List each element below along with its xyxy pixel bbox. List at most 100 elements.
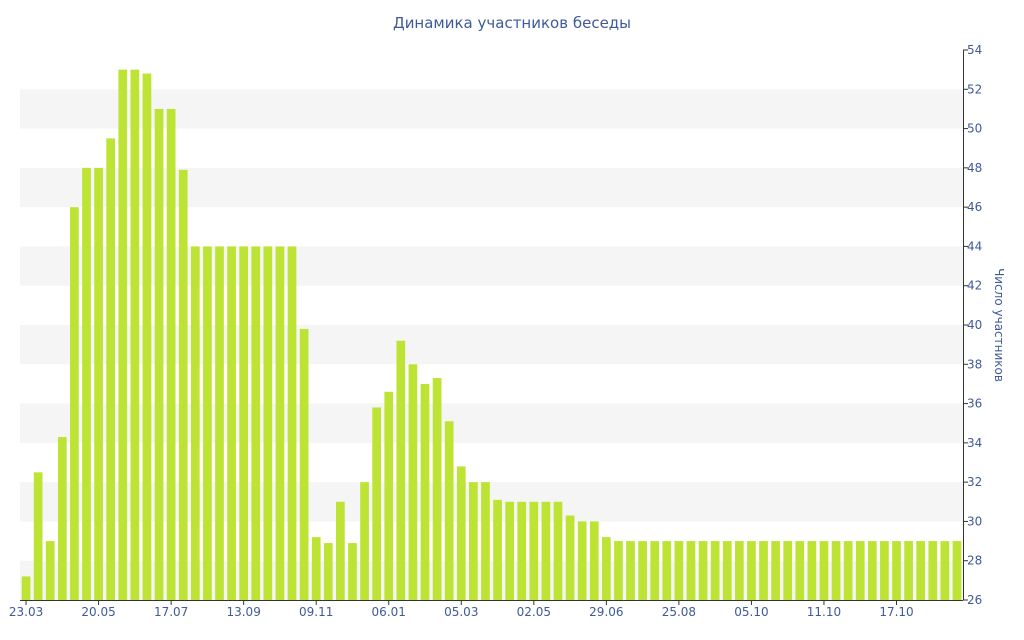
bar — [565, 515, 575, 600]
bar — [722, 541, 732, 600]
bar — [444, 421, 454, 600]
x-axis-ticks: 23.03 20.05 17.07 13.09 09.11 06.01 05.03 02.05… — [9, 600, 914, 619]
y-tick-label: 38 — [967, 357, 982, 371]
bar — [529, 501, 539, 600]
grid-band — [20, 167, 963, 208]
bar — [928, 541, 938, 600]
bar — [21, 576, 31, 600]
bar-series — [21, 69, 962, 601]
bar — [275, 246, 285, 600]
bar — [263, 246, 273, 600]
bar — [795, 541, 805, 600]
bar — [505, 501, 514, 600]
bar — [251, 246, 261, 600]
y-tick-label: 34 — [967, 436, 982, 450]
bar — [698, 541, 708, 600]
bar — [747, 541, 756, 600]
bar — [299, 328, 309, 600]
bar — [940, 541, 950, 600]
y-tick-label: 42 — [967, 279, 982, 293]
bar — [106, 138, 116, 600]
bar — [602, 537, 611, 600]
y-tick-label: 32 — [967, 475, 982, 489]
bar — [178, 169, 188, 601]
y-axis-label: Число участников — [992, 268, 1006, 382]
y-tick-label: 36 — [967, 397, 982, 411]
grid-band — [20, 246, 963, 286]
bar — [384, 391, 394, 600]
bar — [481, 482, 490, 600]
grid-bands — [20, 89, 963, 600]
bar — [626, 541, 635, 600]
grid-band — [20, 403, 963, 443]
bar — [408, 364, 418, 600]
bar — [57, 436, 67, 600]
x-tick-label: 06.01 — [372, 605, 406, 619]
grid-band — [20, 560, 963, 600]
y-tick-label: 48 — [967, 161, 982, 175]
bar — [674, 541, 684, 600]
bar — [819, 541, 829, 600]
y-axis-ticks: 26 28 30 32 34 36 38 40 42 44 46 48 50 52 54 — [963, 43, 982, 607]
bar — [916, 541, 926, 600]
bar — [577, 521, 587, 600]
bar — [904, 541, 913, 600]
grid-band — [20, 325, 963, 365]
bar — [348, 543, 357, 600]
bar — [517, 501, 527, 600]
bar — [952, 541, 962, 600]
x-tick-label: 02.05 — [517, 605, 551, 619]
bar — [553, 501, 563, 600]
bar — [493, 499, 502, 600]
bar — [541, 501, 551, 600]
bar — [323, 543, 333, 600]
bar — [227, 246, 236, 600]
bar — [589, 521, 599, 600]
bar — [287, 246, 297, 600]
y-tick-label: 44 — [967, 239, 982, 253]
bar — [759, 541, 768, 600]
x-tick-label: 17.10 — [879, 605, 913, 619]
bar — [650, 541, 660, 600]
bar — [831, 541, 841, 600]
bar — [130, 69, 140, 600]
y-tick-label: 26 — [967, 593, 982, 607]
bar — [94, 167, 103, 600]
grid-band — [20, 482, 963, 522]
y-tick-label: 52 — [967, 82, 982, 96]
bar — [311, 537, 321, 600]
bar — [118, 69, 128, 600]
bar — [82, 167, 91, 600]
bar — [360, 482, 369, 600]
y-tick-label: 50 — [967, 122, 982, 136]
x-tick-label: 17.07 — [154, 605, 188, 619]
bar — [892, 541, 901, 600]
bar — [45, 541, 55, 600]
bar — [686, 541, 696, 600]
x-tick-label: 23.03 — [9, 605, 43, 619]
bar — [142, 73, 152, 601]
y-tick-label: 30 — [967, 514, 982, 528]
y-tick-label: 46 — [967, 200, 982, 214]
bar — [807, 541, 817, 600]
bar — [456, 466, 466, 600]
bar — [662, 541, 672, 600]
bar — [420, 383, 430, 600]
y-tick-label: 40 — [967, 318, 982, 332]
x-tick-label: 29.06 — [589, 605, 623, 619]
grid-band — [20, 89, 963, 129]
bar — [614, 541, 623, 600]
bar — [843, 541, 853, 600]
bar — [190, 246, 200, 600]
bar — [771, 541, 780, 600]
bar — [710, 541, 720, 600]
bar — [166, 108, 176, 600]
y-tick-label: 28 — [967, 554, 982, 568]
bar — [239, 246, 249, 600]
bar — [372, 407, 381, 600]
bar — [734, 541, 744, 600]
bar — [33, 472, 43, 600]
x-tick-label: 09.11 — [299, 605, 333, 619]
bar — [783, 541, 793, 600]
